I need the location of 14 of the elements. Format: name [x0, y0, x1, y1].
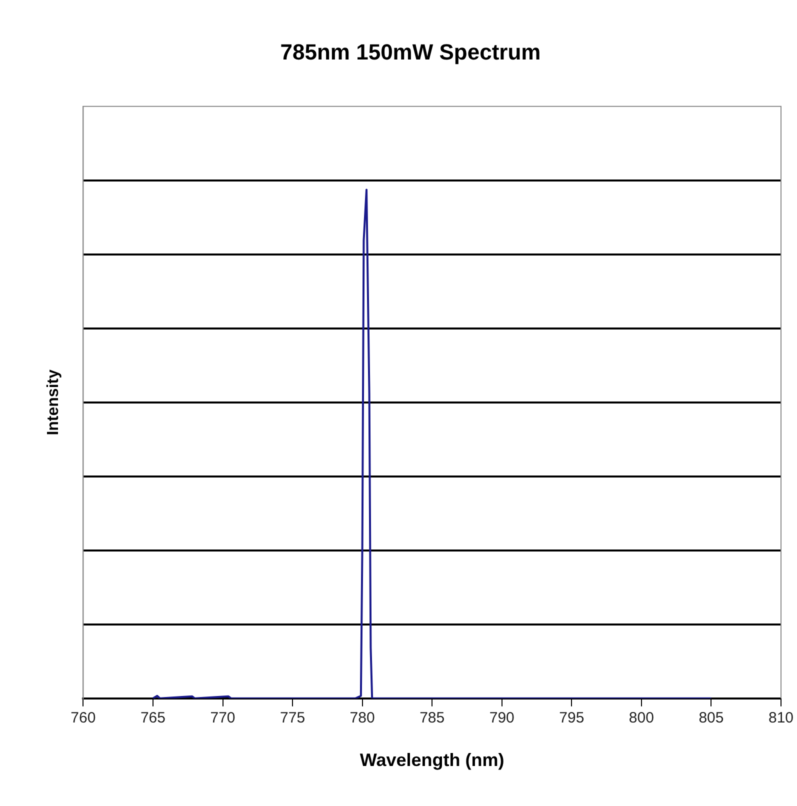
x-tick-label: 790	[489, 710, 514, 727]
x-tick-label: 760	[70, 710, 96, 727]
chart-title: 785nm 150mW Spectrum	[280, 39, 541, 64]
x-tick-label: 765	[140, 710, 166, 727]
x-tick-label: 770	[210, 710, 236, 727]
y-axis-title: Intensity	[45, 369, 62, 436]
x-tick-label: 775	[280, 710, 306, 727]
x-tick-label: 810	[768, 710, 794, 727]
x-tick-label: 785	[420, 710, 445, 727]
x-tick-label: 795	[559, 710, 584, 727]
x-axis-title: Wavelength (nm)	[360, 750, 504, 770]
x-tick-label: 780	[350, 710, 375, 727]
x-tick-label: 800	[628, 710, 654, 727]
x-tick-label: 805	[698, 710, 724, 727]
